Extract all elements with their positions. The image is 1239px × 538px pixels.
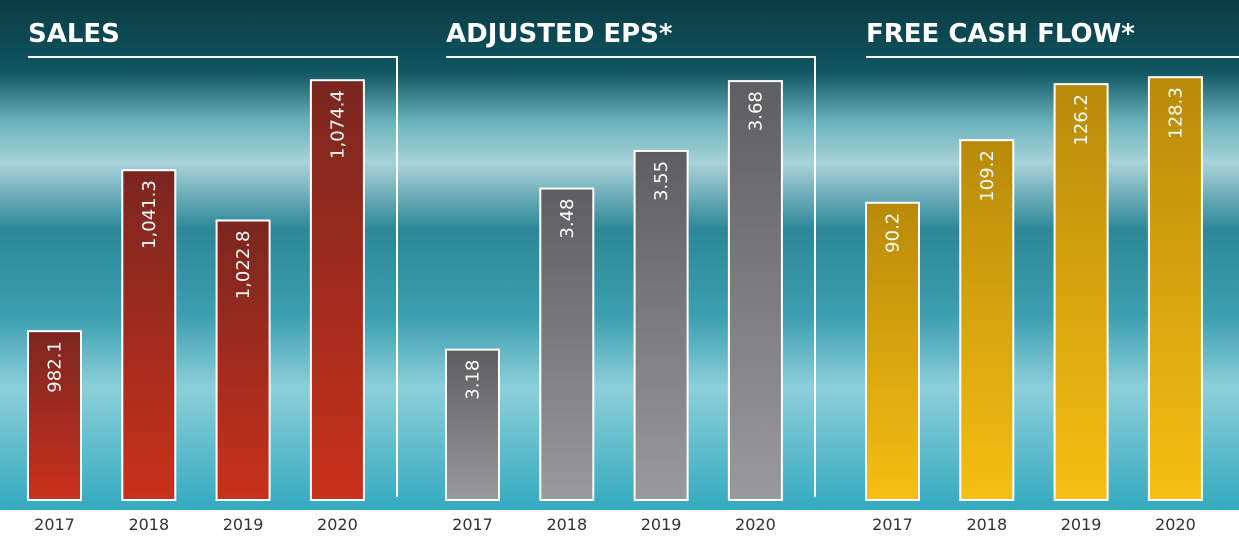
value-label: 982.1 xyxy=(45,341,66,393)
x-tick-label: 2017 xyxy=(34,515,75,534)
x-tick-label: 2020 xyxy=(317,515,358,534)
value-label: 3.55 xyxy=(651,161,672,201)
x-tick-label: 2017 xyxy=(872,515,913,534)
background xyxy=(0,0,1239,510)
value-label: 1,022.8 xyxy=(233,231,254,300)
x-tick-label: 2018 xyxy=(128,515,169,534)
x-tick-label: 2017 xyxy=(452,515,493,534)
chart-title: SALES xyxy=(28,19,120,49)
value-label: 1,074.4 xyxy=(327,90,348,159)
x-tick-label: 2019 xyxy=(1061,515,1102,534)
x-tick-label: 2019 xyxy=(223,515,264,534)
bar xyxy=(1149,77,1202,500)
chart: SALES 982.1 2017 1,041.3 2018 1,022.8 2019 1,07… xyxy=(0,0,1239,538)
x-tick-label: 2020 xyxy=(735,515,776,534)
value-label: 109.2 xyxy=(977,150,998,202)
x-tick-label: 2018 xyxy=(546,515,587,534)
chart-title: FREE CASH FLOW* xyxy=(866,19,1135,49)
chart-title: ADJUSTED EPS* xyxy=(446,19,673,49)
value-label: 1,041.3 xyxy=(139,180,160,249)
x-tick-label: 2018 xyxy=(966,515,1007,534)
bar xyxy=(635,151,688,500)
x-tick-label: 2019 xyxy=(641,515,682,534)
bar xyxy=(729,81,782,500)
x-tick-label: 2020 xyxy=(1155,515,1196,534)
value-label: 3.68 xyxy=(745,91,766,131)
value-label: 3.18 xyxy=(463,360,484,400)
value-label: 128.3 xyxy=(1165,87,1186,139)
value-label: 3.48 xyxy=(557,199,578,239)
value-label: 90.2 xyxy=(883,213,904,253)
value-label: 126.2 xyxy=(1071,94,1092,146)
